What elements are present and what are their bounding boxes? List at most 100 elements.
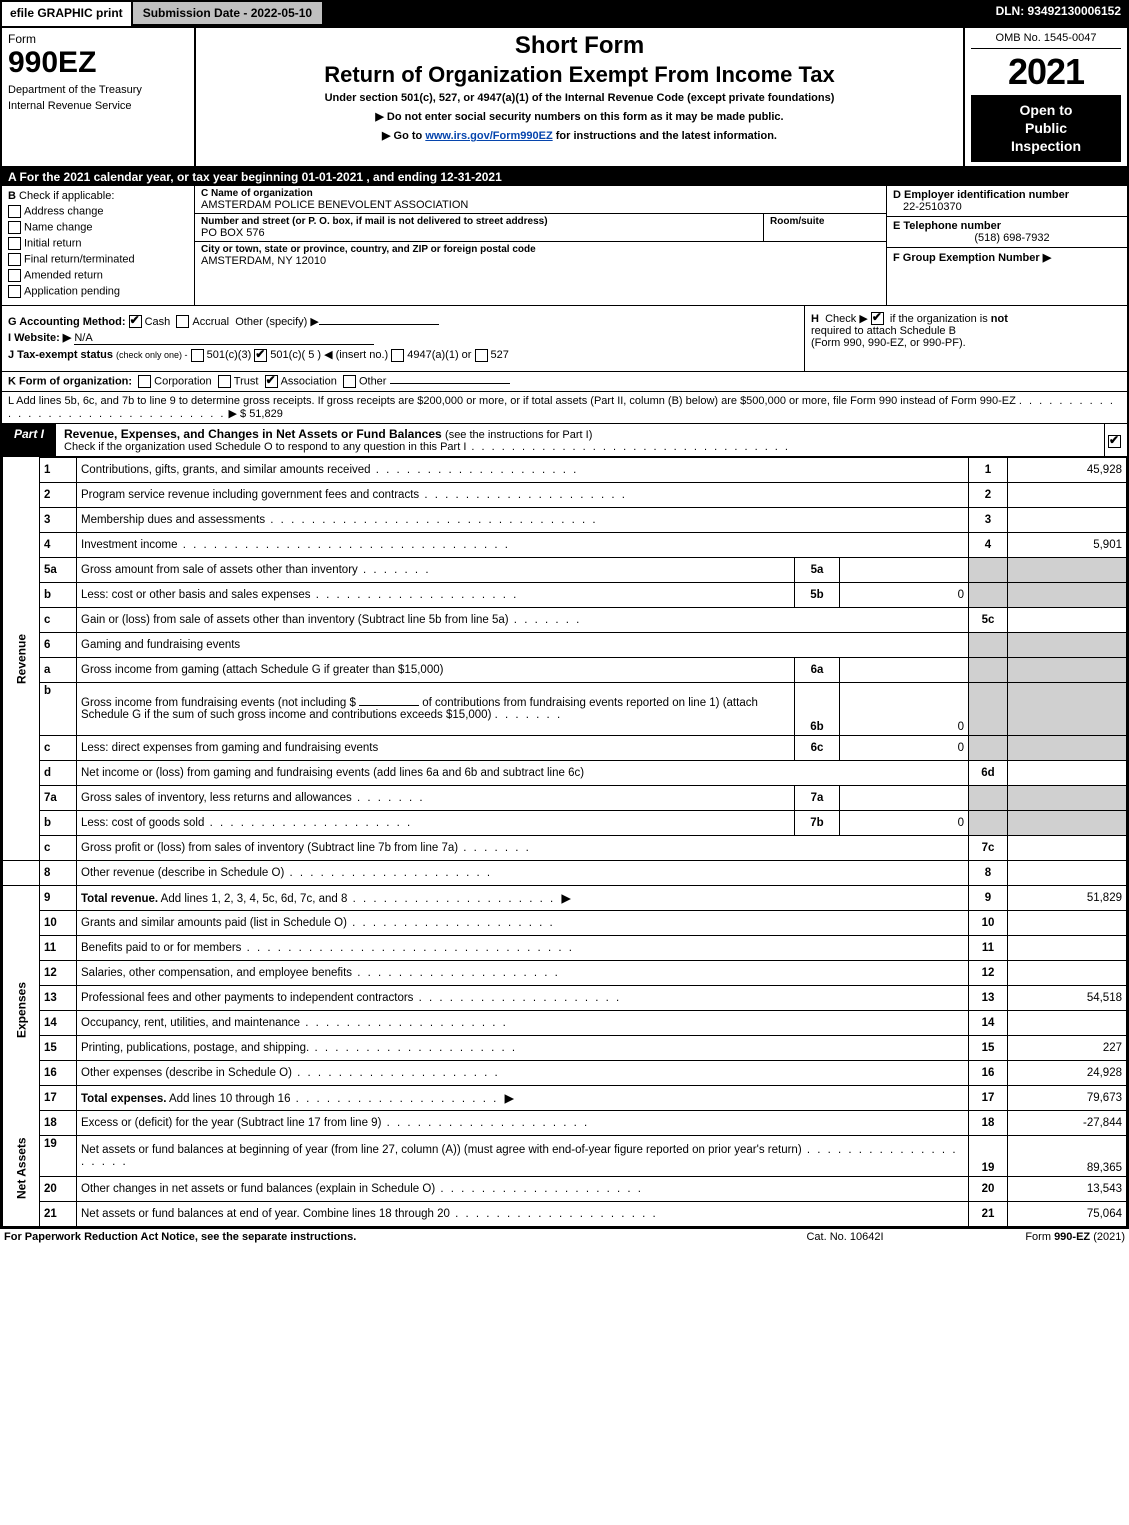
footer-pre: Form [1025,1231,1054,1243]
line-num: 17 [40,1085,77,1110]
greyed-cell [969,632,1008,657]
other-label: Other (specify) ▶ [235,316,319,328]
section-d: D Employer identification number 22-2510… [887,186,1127,217]
chk-accrual[interactable] [176,315,189,328]
phone-label: E Telephone number [893,220,1121,232]
col-num: 9 [969,885,1008,910]
line-value [1008,910,1127,935]
part-1-checkbox[interactable] [1104,424,1127,456]
6b-amount-field[interactable] [359,705,419,706]
other-org-field[interactable] [390,383,510,384]
line-value: 45,928 [1008,457,1127,482]
tax-exempt-line: J Tax-exempt status (check only one) - 5… [8,348,798,362]
arrow-icon: ▶ [562,893,571,905]
chk-schedule-b[interactable] [871,312,884,325]
line-num: 9 [40,885,77,910]
sub-value: 0 [840,682,969,735]
chk-name-change[interactable]: Name change [8,221,188,234]
inspection-box: Open to Public Inspection [971,95,1121,162]
chk-label: Name change [24,221,93,233]
col-num: 11 [969,935,1008,960]
part-1-tab: Part I [2,424,56,456]
line-value: 5,901 [1008,532,1127,557]
line-2: 2 Program service revenue including gove… [3,482,1127,507]
checkbox-icon [8,237,21,250]
greyed-cell [1008,810,1127,835]
short-form-title: Short Form [206,32,953,60]
line-value: 24,928 [1008,1060,1127,1085]
j-hint: (check only one) - [116,350,188,360]
chk-application-pending[interactable]: Application pending [8,285,188,298]
line-10: Expenses 10 Grants and similar amounts p… [3,910,1127,935]
chk-label: Final return/terminated [24,253,135,265]
chk-address-change[interactable]: Address change [8,205,188,218]
part-1-title: Revenue, Expenses, and Changes in Net As… [56,424,1104,456]
line-num: 6 [40,632,77,657]
row-ghij: G Accounting Method: Cash Accrual Other … [2,306,1127,372]
line-value: 54,518 [1008,985,1127,1010]
topbar-spacer [324,0,987,26]
line-value: -27,844 [1008,1110,1127,1135]
b-title: Check if applicable: [19,190,114,202]
chk-cash[interactable] [129,315,142,328]
sub-value: 0 [840,735,969,760]
irs-link[interactable]: www.irs.gov/Form990EZ [425,130,552,142]
other-specify-field[interactable] [319,324,439,325]
line-5a: 5a Gross amount from sale of assets othe… [3,557,1127,582]
street-label: Number and street (or P. O. box, if mail… [201,216,757,227]
chk-initial-return[interactable]: Initial return [8,237,188,250]
footer-left: For Paperwork Reduction Act Notice, see … [4,1231,745,1243]
line-desc: Other expenses (describe in Schedule O) [77,1060,969,1085]
section-c: C Name of organization AMSTERDAM POLICE … [195,186,886,305]
dept-treasury: Department of the Treasury [8,84,188,96]
greyed-cell [1008,785,1127,810]
line-desc: Less: cost or other basis and sales expe… [77,582,795,607]
col-num: 2 [969,482,1008,507]
line-5c: c Gain or (loss) from sale of assets oth… [3,607,1127,632]
chk-4947[interactable] [391,349,404,362]
line-desc: Gross amount from sale of assets other t… [77,557,795,582]
line-num: 3 [40,507,77,532]
org-name-cell: C Name of organization AMSTERDAM POLICE … [195,186,886,214]
city-value: AMSTERDAM, NY 12010 [201,255,880,267]
h-text3: required to attach Schedule B [811,325,1121,337]
chk-label: Application pending [24,285,120,297]
line-num: 11 [40,935,77,960]
line-value [1008,507,1127,532]
line-value [1008,960,1127,985]
line-num: b [40,810,77,835]
line-num: b [40,582,77,607]
line-desc: Total revenue. Add lines 1, 2, 3, 4, 5c,… [77,885,969,910]
line-num: 21 [40,1201,77,1226]
ghi-left: G Accounting Method: Cash Accrual Other … [2,306,804,371]
chk-amended-return[interactable]: Amended return [8,269,188,282]
chk-final-return[interactable]: Final return/terminated [8,253,188,266]
line-11: 11 Benefits paid to or for members 11 [3,935,1127,960]
chk-corporation[interactable] [138,375,151,388]
l17-desc2: Add lines 10 through 16 [166,1093,498,1105]
arrow-icon: ▶ [1043,252,1051,264]
chk-trust[interactable] [218,375,231,388]
greyed-cell [969,557,1008,582]
line-num: 7a [40,785,77,810]
subline: Under section 501(c), 527, or 4947(a)(1)… [206,92,953,104]
room-cell: Room/suite [764,214,886,242]
g-label: G Accounting Method: [8,316,126,328]
col-num: 14 [969,1010,1008,1035]
chk-501c3[interactable] [191,349,204,362]
arrow-icon: ▶ [505,1093,514,1105]
chk-association[interactable] [265,375,278,388]
org-name-label: C Name of organization [201,188,880,199]
footer: For Paperwork Reduction Act Notice, see … [0,1229,1129,1245]
line-desc: Professional fees and other payments to … [77,985,969,1010]
directive-goto: ▶ Go to www.irs.gov/Form990EZ for instru… [206,129,953,142]
line-value [1008,835,1127,860]
chk-501c[interactable] [254,349,267,362]
checkbox-icon [8,269,21,282]
chk-527[interactable] [475,349,488,362]
street-cell: Number and street (or P. O. box, if mail… [195,214,764,242]
inspection-line3: Inspection [975,137,1117,155]
chk-other-org[interactable] [343,375,356,388]
line-desc: Contributions, gifts, grants, and simila… [77,457,969,482]
l-arrow: ▶ $ [228,408,246,420]
